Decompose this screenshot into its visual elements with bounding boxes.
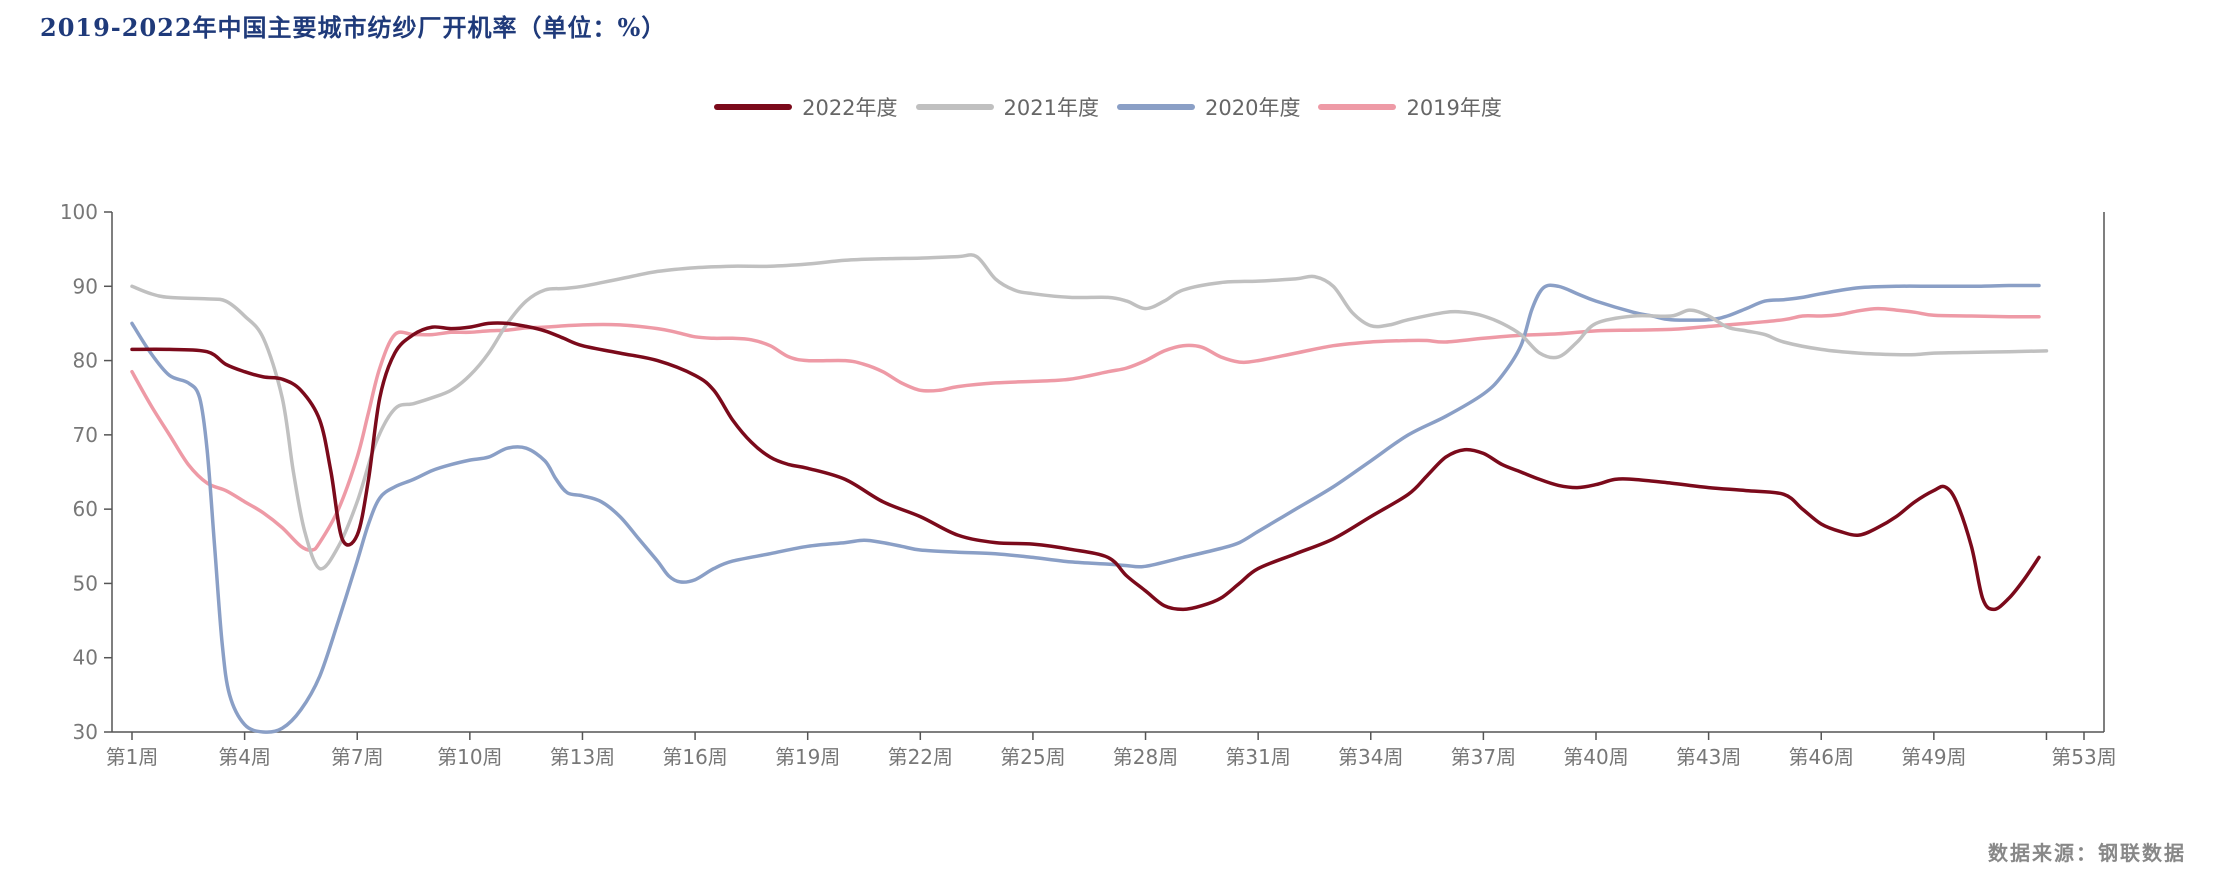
x-tick-label: 第34周 (1338, 745, 1403, 769)
legend-swatch (1117, 104, 1195, 110)
y-tick-label: 30 (73, 720, 98, 744)
x-tick-label: 第46周 (1789, 745, 1854, 769)
x-tick-label: 第25周 (1000, 745, 1065, 769)
chart-series (130, 253, 2049, 734)
source-note: 数据来源：钢联数据 (1988, 841, 2186, 865)
x-tick-label: 第53周 (2051, 745, 2116, 769)
legend-item[interactable]: 2022年度 (714, 92, 898, 122)
y-tick-label: 100 (60, 200, 98, 224)
x-tick-label: 第28周 (1113, 745, 1178, 769)
legend-label: 2019年度 (1406, 96, 1502, 120)
x-tick-label: 第43周 (1676, 745, 1741, 769)
y-tick-label: 90 (73, 274, 98, 298)
x-tick-label: 第16周 (662, 745, 727, 769)
chart-legend: 2022年度 2021年度 2020年度 2019年度 (0, 92, 2216, 122)
y-tick-label: 70 (73, 423, 98, 447)
legend-item[interactable]: 2020年度 (1117, 92, 1300, 122)
series-line-2019年度 (130, 306, 2041, 552)
series-line-2020年度 (130, 283, 2041, 734)
legend-label: 2021年度 (1003, 96, 1099, 120)
x-tick-label: 第40周 (1563, 745, 1628, 769)
legend-swatch (1318, 104, 1397, 110)
y-tick-label: 60 (73, 497, 98, 521)
x-tick-label: 第10周 (437, 745, 502, 769)
legend-label: 2020年度 (1205, 96, 1301, 120)
chart-title: 2019-2022年中国主要城市纺纱厂开机率（单位：%） (40, 13, 667, 42)
x-tick-label: 第13周 (550, 745, 615, 769)
x-tick-label: 第49周 (1901, 745, 1966, 769)
x-tick-label: 第22周 (888, 745, 953, 769)
x-tick-label: 第31周 (1225, 745, 1290, 769)
x-tick-label: 第19周 (775, 745, 840, 769)
legend-swatch (714, 104, 793, 110)
y-tick-label: 40 (73, 646, 98, 670)
x-tick-label: 第1周 (106, 745, 159, 769)
legend-item[interactable]: 2019年度 (1318, 92, 1502, 122)
series-line-2022年度 (130, 321, 2041, 612)
x-tick-label: 第37周 (1451, 745, 1516, 769)
series-line-2021年度 (130, 253, 2049, 571)
y-tick-label: 80 (73, 349, 98, 373)
legend-swatch (915, 104, 994, 110)
y-tick-label: 50 (73, 571, 98, 595)
legend-label: 2022年度 (802, 96, 898, 120)
legend-item[interactable]: 2021年度 (915, 92, 1099, 122)
x-tick-label: 第7周 (331, 745, 384, 769)
x-tick-label: 第4周 (218, 745, 271, 769)
chart-axes: 30 40 50 60 70 80 90 100 第1周 第4周 第7周 第10周 第13周 第16周 第1… (60, 200, 2117, 769)
